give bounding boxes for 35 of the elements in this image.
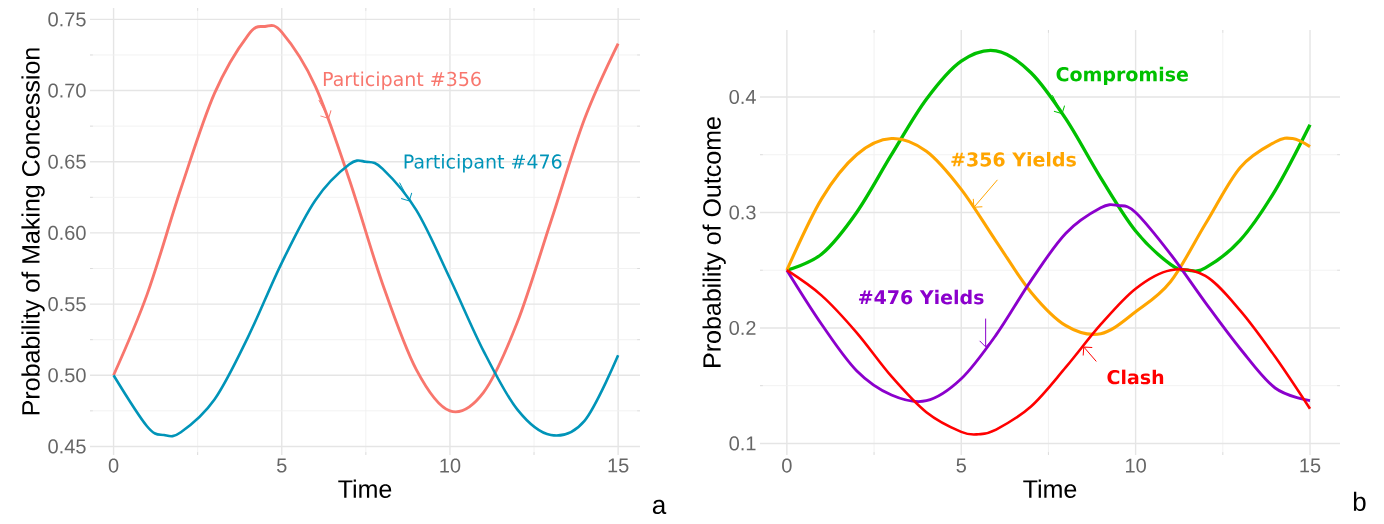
y-tick-label: 0.50 xyxy=(48,368,86,383)
x-axis-title: Time xyxy=(1023,479,1077,498)
y-tick-label: 0.2 xyxy=(729,320,756,336)
annotation: Compromise xyxy=(1056,66,1188,86)
x-tick-label: 5 xyxy=(276,458,287,473)
x-axis-title: Time xyxy=(338,479,392,498)
x-tick-label: 10 xyxy=(440,458,461,473)
y-tick-label: 0.60 xyxy=(48,225,86,240)
y-tick-label: 0.70 xyxy=(48,83,86,98)
x-tick-label: 10 xyxy=(1126,458,1146,473)
line-series xyxy=(112,24,620,413)
y-axis-title: Probability of Making Concession xyxy=(21,48,45,415)
x-tick-label: 0 xyxy=(782,458,792,473)
line-series xyxy=(785,203,1312,404)
y-tick-label: 0.4 xyxy=(729,89,756,105)
y-tick-label: 0.75 xyxy=(48,12,86,27)
text: a xyxy=(652,499,667,515)
annotation: #476 Yields xyxy=(858,289,984,305)
y-tick-label: 0.65 xyxy=(48,154,86,169)
text: b xyxy=(1353,491,1366,511)
y-axis-title: Probability of Outcome xyxy=(702,117,726,367)
x-tick-label: 15 xyxy=(608,458,629,473)
annotation: Participant #356 xyxy=(323,71,481,90)
x-tick-label: 5 xyxy=(956,458,966,473)
line-series xyxy=(785,267,1312,436)
y-tick-label: 0.55 xyxy=(48,297,86,312)
y-tick-label: 0.3 xyxy=(729,205,756,220)
y-tick-label: 0.1 xyxy=(729,436,756,451)
line-series xyxy=(785,136,1312,336)
x-tick-label: 0 xyxy=(108,458,119,473)
x-tick-label: 15 xyxy=(1300,458,1321,473)
y-tick-label: 0.45 xyxy=(48,439,86,454)
annotation: #356 Yields xyxy=(951,151,1076,167)
annotation: Clash xyxy=(1107,369,1164,385)
annotation: Participant #476 xyxy=(404,154,562,173)
